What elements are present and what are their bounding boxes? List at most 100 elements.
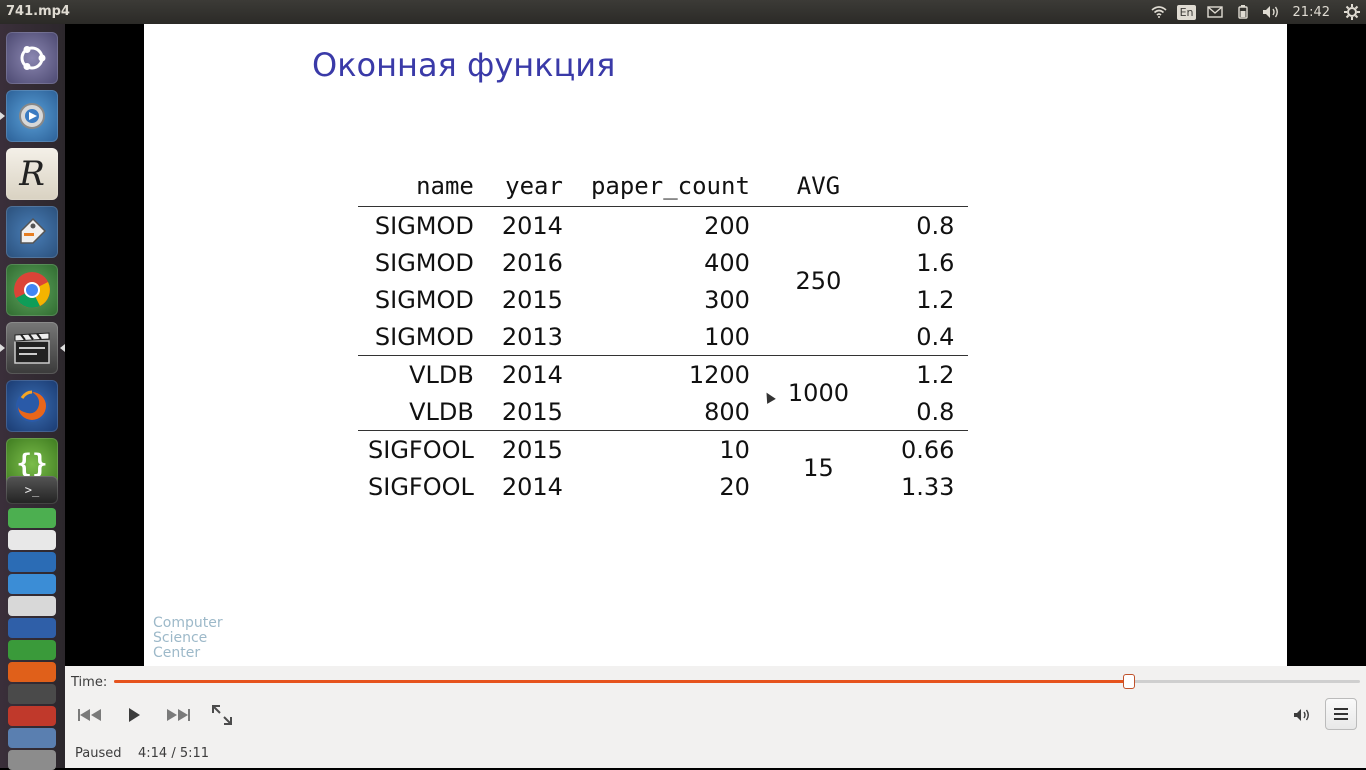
- launcher-stacked-app-icon[interactable]: [8, 684, 56, 704]
- skip-forward-icon: [167, 709, 190, 721]
- ubuntu-dash-icon[interactable]: [6, 32, 58, 84]
- column-header: paper_count: [576, 166, 764, 207]
- play-icon: [129, 708, 140, 722]
- launcher-stacked-app-icon[interactable]: [8, 750, 56, 770]
- launcher-stacked-app-icon[interactable]: [8, 640, 56, 660]
- volume-icon[interactable]: [1257, 0, 1285, 24]
- launcher-active-indicator: [60, 344, 65, 352]
- cell-paper-count: 800: [704, 397, 750, 426]
- cell-paper-count: 400: [704, 248, 750, 277]
- launcher-stacked-app-icon[interactable]: [8, 552, 56, 572]
- table-row: VLDB 2015 800 0.8: [358, 393, 968, 431]
- terminal-icon[interactable]: >_: [6, 476, 58, 504]
- cell-name: SIGMOD: [374, 211, 474, 240]
- cell-ratio: 1.6: [916, 248, 955, 277]
- play-button[interactable]: [119, 703, 149, 727]
- window-function-table: name year paper_count AVG SIGMOD 2014 20…: [358, 166, 969, 505]
- cell-paper-count: 200: [704, 211, 750, 240]
- previous-button[interactable]: [75, 703, 105, 727]
- cell-paper-count: 300: [704, 285, 750, 314]
- cell-avg: 15: [763, 430, 873, 505]
- logo-line: Computer: [153, 615, 223, 631]
- cell-ratio: 0.66: [872, 430, 969, 468]
- clock[interactable]: 21:42: [1292, 4, 1330, 20]
- computer-science-center-logo: Computer Science Center: [153, 616, 223, 661]
- table-row: SIGFOOL 2014 20 1.33: [358, 468, 968, 505]
- wifi-icon[interactable]: [1145, 0, 1173, 24]
- cell-year: 2014: [501, 211, 563, 240]
- cell-year: 2015: [487, 430, 577, 468]
- table-row: SIGMOD 2015 300 1.2: [358, 281, 968, 318]
- cell-year: 2013: [501, 322, 563, 351]
- chrome-icon[interactable]: [6, 264, 58, 316]
- launcher-stacked-app-icon[interactable]: [8, 596, 56, 616]
- fullscreen-icon: [212, 705, 232, 725]
- cell-avg: 1000: [763, 355, 873, 431]
- r-letter-icon: R: [19, 154, 45, 194]
- volume-button[interactable]: [1287, 703, 1317, 727]
- settings-gear-icon[interactable]: [1338, 0, 1366, 24]
- cell-avg: 250: [795, 267, 842, 295]
- cell-paper-count: 20: [719, 472, 750, 501]
- cell-year: 2015: [501, 397, 563, 426]
- cell-ratio: 1.33: [900, 472, 955, 501]
- logo-line: Science: [153, 630, 208, 646]
- battery-icon[interactable]: [1229, 0, 1257, 24]
- launcher-running-indicator: [0, 344, 5, 352]
- seek-bar[interactable]: [114, 674, 1360, 689]
- launcher: R {} >_: [0, 24, 65, 770]
- column-header: AVG: [763, 166, 873, 207]
- table-row: SIGMOD 2013 100 0.4: [358, 318, 968, 356]
- seek-handle[interactable]: [1123, 674, 1136, 689]
- next-button[interactable]: [163, 703, 193, 727]
- rstudio-icon[interactable]: R: [6, 148, 58, 200]
- column-header: [872, 166, 969, 207]
- launcher-stacked-app-icon[interactable]: [8, 530, 56, 550]
- keyboard-layout-indicator[interactable]: En: [1173, 0, 1201, 24]
- indicators: En 21:42: [1145, 0, 1366, 24]
- keyboard-layout-label: En: [1176, 4, 1197, 20]
- cell-name: SIGMOD: [374, 285, 474, 314]
- skip-back-icon: [78, 709, 101, 721]
- table-row: SIGFOOL 2015 10 15 0.66: [358, 430, 969, 505]
- column-header: name: [358, 166, 488, 207]
- logo-line: Center: [153, 645, 201, 661]
- player-controls: Time: Paused 4:14 / 5:11: [65, 666, 1366, 768]
- seek-bar-fill: [114, 680, 1130, 683]
- slide-title: Оконная функция: [312, 46, 616, 84]
- cell-ratio: 0.4: [916, 322, 955, 351]
- cell-ratio: 1.2: [872, 355, 969, 393]
- playback-status: Paused: [75, 746, 122, 761]
- mail-icon[interactable]: [1201, 0, 1229, 24]
- cell-paper-count: 10: [576, 430, 764, 468]
- launcher-running-indicator: [0, 112, 5, 120]
- cell-paper-count: 100: [704, 322, 750, 351]
- launcher-stacked-app-icon[interactable]: [8, 574, 56, 594]
- launcher-stacked-app-icon[interactable]: [8, 728, 56, 748]
- curly-braces-icon: {}: [16, 449, 48, 479]
- cell-name: SIGFOOL: [358, 430, 488, 468]
- launcher-stacked-app-icon[interactable]: [8, 662, 56, 682]
- cell-year: 2014: [487, 355, 577, 393]
- table-row: SIGMOD 2014 200 250 0.8: [358, 207, 968, 296]
- volume-icon: [1294, 709, 1309, 721]
- firefox-icon[interactable]: [6, 380, 58, 432]
- hamburger-menu-icon: [1334, 708, 1348, 720]
- tag-icon[interactable]: [6, 206, 58, 258]
- time-label: Time:: [71, 675, 108, 690]
- launcher-stacked-app-icon[interactable]: [8, 618, 56, 638]
- launcher-stacked-app-icon[interactable]: [8, 706, 56, 726]
- top-panel: 741.mp4 En 21:42: [0, 0, 1366, 24]
- table-header-row: name year paper_count AVG: [358, 166, 969, 207]
- cell-name: SIGFOOL: [368, 472, 474, 501]
- cell-year: 2016: [501, 248, 563, 277]
- slide[interactable]: Оконная функция name year paper_count AV…: [144, 24, 1287, 666]
- system-settings-icon[interactable]: [6, 90, 58, 142]
- cell-name: VLDB: [358, 355, 488, 393]
- fullscreen-button[interactable]: [207, 703, 237, 727]
- prompt-icon: >_: [24, 483, 40, 497]
- menu-button[interactable]: [1325, 698, 1357, 730]
- video-player-icon[interactable]: [6, 322, 58, 374]
- table-row: SIGMOD 2016 400 1.6: [358, 244, 968, 281]
- launcher-stacked-app-icon[interactable]: [8, 508, 56, 528]
